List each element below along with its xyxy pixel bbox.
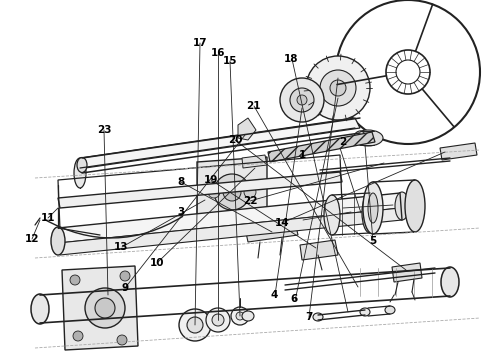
Text: 15: 15 — [223, 56, 238, 66]
Ellipse shape — [77, 158, 87, 172]
Text: 6: 6 — [291, 294, 297, 304]
Text: 7: 7 — [305, 312, 313, 322]
Polygon shape — [245, 222, 298, 242]
Circle shape — [223, 183, 241, 201]
Ellipse shape — [385, 306, 395, 314]
Circle shape — [73, 331, 83, 341]
Ellipse shape — [74, 158, 86, 188]
Ellipse shape — [441, 267, 459, 297]
Text: 18: 18 — [284, 54, 299, 64]
Ellipse shape — [324, 195, 340, 235]
Text: 13: 13 — [114, 242, 129, 252]
Ellipse shape — [405, 180, 425, 232]
Circle shape — [236, 312, 244, 320]
Circle shape — [244, 186, 256, 198]
Text: 21: 21 — [246, 101, 261, 111]
Circle shape — [208, 186, 220, 198]
Polygon shape — [440, 143, 477, 160]
Circle shape — [212, 314, 224, 326]
Circle shape — [306, 56, 370, 120]
Text: 22: 22 — [243, 196, 257, 206]
Circle shape — [117, 335, 127, 345]
Polygon shape — [268, 132, 375, 162]
Ellipse shape — [368, 193, 378, 223]
Circle shape — [179, 309, 211, 341]
Ellipse shape — [395, 192, 409, 220]
Circle shape — [231, 307, 249, 325]
Text: 20: 20 — [228, 135, 243, 145]
Text: 23: 23 — [97, 125, 112, 135]
Ellipse shape — [363, 182, 383, 234]
Text: 1: 1 — [299, 150, 306, 160]
Text: 12: 12 — [24, 234, 39, 244]
Polygon shape — [197, 157, 267, 222]
Text: 4: 4 — [270, 290, 278, 300]
Text: 16: 16 — [211, 48, 225, 58]
Polygon shape — [300, 240, 338, 260]
Text: 2: 2 — [340, 137, 346, 147]
Polygon shape — [62, 266, 138, 350]
Text: 19: 19 — [203, 175, 218, 185]
Polygon shape — [58, 172, 342, 208]
Polygon shape — [238, 118, 256, 140]
Circle shape — [120, 271, 130, 281]
Ellipse shape — [353, 130, 383, 146]
Polygon shape — [392, 263, 422, 282]
Text: 8: 8 — [178, 177, 185, 187]
Text: 11: 11 — [41, 213, 55, 223]
Text: 10: 10 — [149, 258, 164, 268]
Circle shape — [290, 88, 314, 112]
Ellipse shape — [31, 294, 49, 324]
Polygon shape — [80, 118, 360, 168]
Text: 5: 5 — [369, 236, 376, 246]
Ellipse shape — [313, 313, 323, 321]
Circle shape — [206, 308, 230, 332]
Ellipse shape — [362, 193, 378, 233]
Circle shape — [330, 80, 346, 96]
Circle shape — [70, 275, 80, 285]
Text: 14: 14 — [275, 218, 290, 228]
Polygon shape — [58, 193, 402, 243]
Circle shape — [187, 317, 203, 333]
Ellipse shape — [51, 227, 65, 255]
Text: 9: 9 — [122, 283, 128, 293]
Ellipse shape — [242, 311, 254, 321]
Polygon shape — [58, 208, 402, 255]
Circle shape — [95, 298, 115, 318]
Text: 3: 3 — [178, 207, 185, 217]
Circle shape — [280, 78, 324, 122]
Ellipse shape — [354, 131, 366, 145]
Circle shape — [297, 95, 307, 105]
Circle shape — [320, 70, 356, 106]
Ellipse shape — [360, 308, 370, 316]
Circle shape — [214, 174, 250, 210]
Text: 17: 17 — [193, 38, 207, 48]
Polygon shape — [242, 155, 267, 168]
Circle shape — [85, 288, 125, 328]
